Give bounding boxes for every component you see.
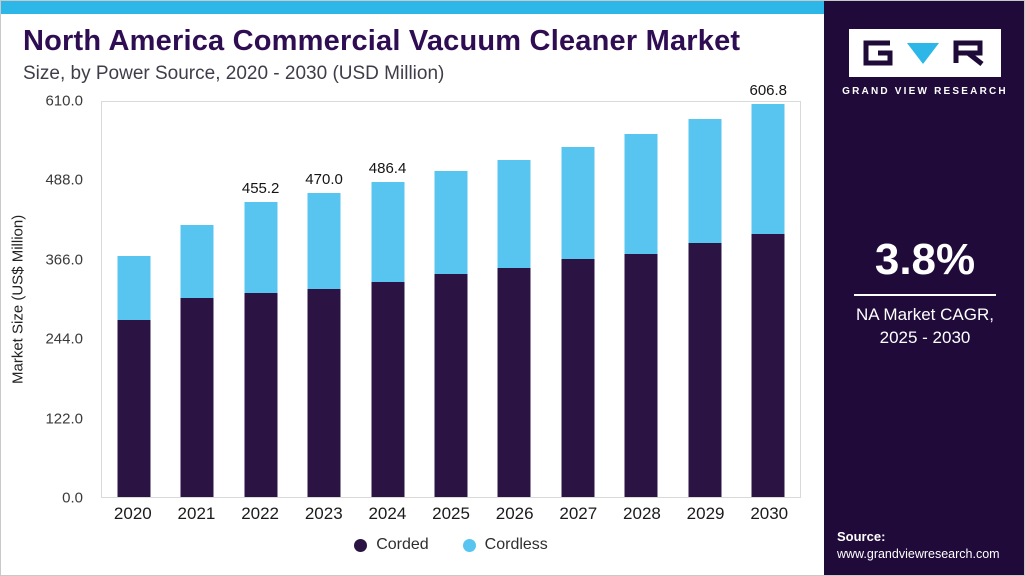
bar-segment-corded [371,282,405,497]
y-axis-ticks: 610.0 488.0 366.0 244.0 122.0 0.0 [1,93,93,507]
legend-item-corded: Corded [354,536,429,554]
legend: Corded Cordless [101,536,801,554]
x-tick-label: 2020 [113,504,152,523]
bar-group-2023: 470.0 [292,102,355,497]
cagr-divider [854,294,996,296]
bar-total-label: 606.8 [749,82,788,100]
bar-segment-corded [434,274,468,497]
y-tick-label: 366.0 [45,251,83,269]
y-tick-label: 244.0 [45,330,83,348]
x-tick-label: 2024 [368,504,407,523]
bar-segment-corded [307,289,341,497]
x-tick-label: 2022 [241,504,280,523]
bar-group-2030: 606.8 [737,82,800,497]
x-tick-label: 2025 [432,504,470,523]
bar-segment-cordless [751,104,785,235]
y-tick-label: 488.0 [45,171,83,189]
bar-segment-cordless [244,202,278,294]
stacked-bar [434,170,468,497]
bar-group-2022: 455.2 [229,102,292,497]
y-tick-label: 0.0 [62,489,83,507]
stacked-bar [180,225,214,497]
chart-panel: North America Commercial Vacuum Cleaner … [1,1,824,575]
bar-segment-corded [244,293,278,497]
sidebar: GRAND VIEW RESEARCH 3.8% NA Market CAGR,… [824,1,1024,575]
bar-group-2026 [483,102,546,497]
legend-label: Corded [376,536,429,553]
bar-segment-cordless [180,225,214,299]
legend-swatch [354,538,368,552]
chart-header: North America Commercial Vacuum Cleaner … [23,25,816,85]
stacked-bar [497,159,531,497]
legend-label: Cordless [484,536,548,553]
x-axis-labels: 2020 2021 2022 2023 2024 2025 2026 2027 2028 2029… [101,504,801,524]
bar-total-label: 455.2 [241,180,280,198]
legend-swatch [462,538,476,552]
chart-subtitle: Size, by Power Source, 2020 - 2030 (USD … [23,63,445,84]
bar-segment-cordless [497,159,531,269]
chart-title: North America Commercial Vacuum Cleaner … [23,25,741,57]
stacked-bar [688,119,722,497]
bar-segment-cordless [117,256,151,321]
bar-group-2021 [165,102,228,497]
x-tick-label: 2030 [750,504,789,523]
plot-area: 455.2 470.0 486.4 606.8 [101,82,801,498]
x-tick-label: 2026 [495,504,534,523]
bar-total-label: 470.0 [305,170,343,188]
bar-segment-corded [117,320,151,497]
bar-segment-cordless [434,170,468,275]
bar-group-2029 [673,102,736,497]
source-block: Source: www.grandviewresearch.com [837,529,1000,561]
bar-segment-corded [497,268,531,497]
bar-segment-corded [688,243,722,497]
x-tick-label: 2027 [559,504,598,523]
bar-group-2027 [546,102,609,497]
cagr-label-line1: NA Market CAGR, [856,305,994,324]
bar-segment-corded [751,234,785,497]
bar-segment-cordless [371,182,405,283]
source-label: Source: [837,529,886,544]
stacked-bar [751,104,785,497]
logo-caption: GRAND VIEW RESEARCH [842,86,1008,97]
bar-group-2020 [102,102,165,497]
y-tick-label: 610.0 [45,92,83,110]
gvr-logo-mark-icon [863,40,984,66]
bar-segment-corded [624,254,658,497]
logo-r-glyph [953,40,984,66]
bar-group-2025 [419,102,482,497]
stacked-bar [624,133,658,497]
top-accent-bar [1,1,824,14]
cagr-value: 3.8% [874,235,976,284]
grand-view-research-logo [849,29,1001,77]
stacked-bar [244,202,278,497]
bar-segment-corded [561,259,595,497]
source-url[interactable]: www.grandviewresearch.com [837,547,1000,561]
bar-segment-cordless [561,146,595,260]
x-tick-label: 2021 [177,504,216,523]
cagr-label: NA Market CAGR, 2025 - 2030 [824,303,1024,349]
cagr-label-line2: 2025 - 2030 [879,328,971,347]
bar-segment-cordless [624,133,658,255]
legend-item-cordless: Cordless [462,536,548,554]
logo-g-glyph [863,40,893,66]
y-tick-label: 122.0 [45,410,83,428]
logo-v-glyph [907,43,939,64]
bar-segment-cordless [688,119,722,244]
bar-total-label: 486.4 [368,160,407,178]
stacked-bar [117,256,151,497]
x-tick-label: 2029 [686,504,725,523]
x-tick-label: 2023 [304,504,343,523]
bar-segment-corded [180,298,214,497]
bar-group-2024: 486.4 [356,102,419,497]
stacked-bar [561,146,595,497]
bar-group-2028 [610,102,673,497]
stacked-bar [307,192,341,497]
bar-segment-cordless [307,192,341,290]
x-tick-label: 2028 [623,504,661,523]
bars: 455.2 470.0 486.4 606.8 [102,82,800,497]
stacked-bar [371,182,405,497]
